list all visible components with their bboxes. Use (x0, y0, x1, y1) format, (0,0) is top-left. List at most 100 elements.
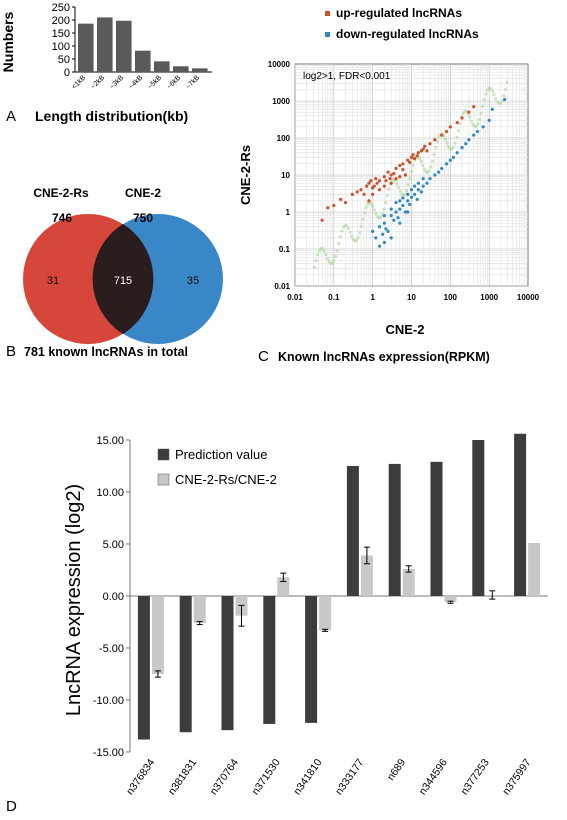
panel-c-point-up (372, 184, 376, 188)
panel-d-letter: D (6, 798, 17, 815)
panel-c-background-point (325, 256, 329, 260)
panel-c-point-up (382, 184, 386, 188)
panel-c-point-up (350, 192, 354, 196)
panel-a-x-tick-label: ~3kB (109, 74, 126, 91)
panel-c-background-point (387, 187, 391, 191)
panel-c-point-down (416, 181, 420, 185)
panel-c-background-point (437, 135, 441, 139)
panel-c-background-point (338, 235, 342, 239)
panel-c-point-down (455, 151, 459, 155)
panel-c-background-point (421, 163, 425, 168)
venn-cne2rs-only-count: 31 (47, 275, 59, 287)
panel-c-point-down (475, 129, 480, 134)
panel-c-background-point (332, 259, 336, 263)
panel-c-background-point (456, 128, 461, 133)
panel-c-point-up (440, 133, 444, 137)
panel-c-point-down (401, 196, 405, 200)
panel-d-x-tick-label: n371530 (249, 757, 282, 797)
panel-c-background-point (396, 186, 401, 190)
panel-c-point-up (409, 155, 414, 159)
panel-c-background-point (411, 163, 415, 167)
panel-c-point-down (428, 176, 432, 181)
panel-c-point-down (389, 207, 393, 211)
panel-c-background-point (314, 259, 318, 263)
panel-c-x-tick-label: 10 (407, 293, 416, 302)
panel-d-bars: LncRNA expression (log2) D 15.00 10.00 5.0… (6, 433, 548, 815)
panel-d-bar-ratio (193, 596, 206, 624)
panel-c-annotation: log2>1, FDR<0.001 (303, 71, 391, 82)
panel-d-bar-prediction (263, 596, 276, 724)
panel-a-x-tick-label: ~6kB (166, 74, 183, 91)
panel-c-y-tick-label: 0.01 (274, 282, 290, 291)
panel-c-point-up (359, 188, 363, 192)
venn-set-cne2-total: 750 (133, 211, 153, 225)
panel-c-background-point (451, 145, 456, 149)
venn-set-cne2rs-name: CNE-2-Rs (33, 186, 89, 200)
panel-c-background-point (455, 135, 459, 139)
panel-a-x-tick-label: ~4kB (128, 74, 145, 91)
panel-d-bar-ratio (277, 577, 290, 596)
panel-c-background-point (335, 248, 339, 253)
panel-c-point-up (365, 184, 369, 188)
panel-a-bar (116, 20, 132, 73)
panel-c-point-down (406, 210, 410, 214)
panel-c-y-tick-label: 10 (281, 171, 290, 180)
panel-c-letter: C (258, 348, 269, 365)
panel-c-point-down (380, 232, 385, 236)
panel-c-point-up (448, 125, 452, 129)
panel-d-y-tick-label: -10.00 (93, 695, 124, 707)
panel-c-background-point (320, 247, 325, 251)
panel-c-background-point (379, 215, 383, 219)
panel-d-bar-ratio (151, 596, 164, 674)
panel-c-background-point (403, 192, 407, 196)
panel-d-y-tick-label: 15.00 (96, 435, 124, 447)
panel-a-x-tick-label: ~2kB (90, 74, 107, 91)
panel-c-y-tick-label: 1 (286, 208, 291, 217)
panel-c-background-point (369, 201, 373, 206)
panel-c-background-point (398, 189, 402, 194)
panel-d-bar-prediction (346, 466, 359, 596)
panel-c-y-tick-label: 100 (277, 134, 291, 143)
panel-c-x-tick-label: 1 (370, 293, 375, 302)
panel-c-point-down (374, 236, 378, 240)
panel-c-point-down (412, 192, 417, 196)
panel-c-point-down (425, 181, 429, 185)
panel-c-point-down (460, 146, 464, 150)
panel-c-point-up (367, 199, 371, 203)
panel-c-background-point (479, 111, 483, 115)
panel-c-point-down (421, 184, 425, 188)
panel-c-background-point (395, 182, 399, 186)
panel-d-x-tick-label: n344596 (417, 757, 450, 797)
panel-c-point-up (375, 181, 379, 185)
panel-d-y-tick-label: -5.00 (99, 643, 124, 655)
panel-c-legend-marker (325, 32, 330, 37)
panel-c-background-point (476, 122, 480, 126)
panel-d-bar-prediction (179, 596, 192, 733)
panel-c-background-point (382, 207, 386, 211)
panel-a-y-axis-label: Numbers (0, 11, 16, 72)
panel-c-background-point (354, 238, 359, 242)
panel-d-y-tick-label: 5.00 (103, 539, 124, 551)
panel-c-point-down (437, 170, 441, 174)
panel-c-point-up (406, 158, 410, 162)
panel-a-letter: A (6, 108, 16, 125)
panel-d-x-tick-label: n370764 (208, 757, 241, 797)
panel-c-background-point (492, 93, 496, 97)
panel-c-point-up (320, 218, 324, 222)
panel-c-y-tick-label: 10000 (268, 60, 291, 69)
panel-c-point-up (386, 170, 390, 174)
panel-d-legend-label: CNE-2-Rs/CNE-2 (175, 472, 277, 487)
panel-a-y-tick-label: 50 (58, 54, 70, 66)
panel-c-background-point (503, 87, 507, 92)
panel-d-y-tick-label: -15.00 (93, 747, 124, 759)
panel-a-y-tick-label: 100 (52, 41, 70, 53)
panel-c-point-down (440, 166, 444, 171)
panel-c-point-up (412, 156, 417, 161)
panel-c-background-point (356, 236, 360, 240)
panel-c-background-point (430, 159, 435, 163)
panel-c-point-up (389, 173, 393, 177)
panel-c-point-down (398, 221, 402, 225)
panel-c-background-point (490, 89, 495, 93)
panel-c-point-up (403, 173, 408, 177)
panel-c-point-up (377, 188, 382, 192)
